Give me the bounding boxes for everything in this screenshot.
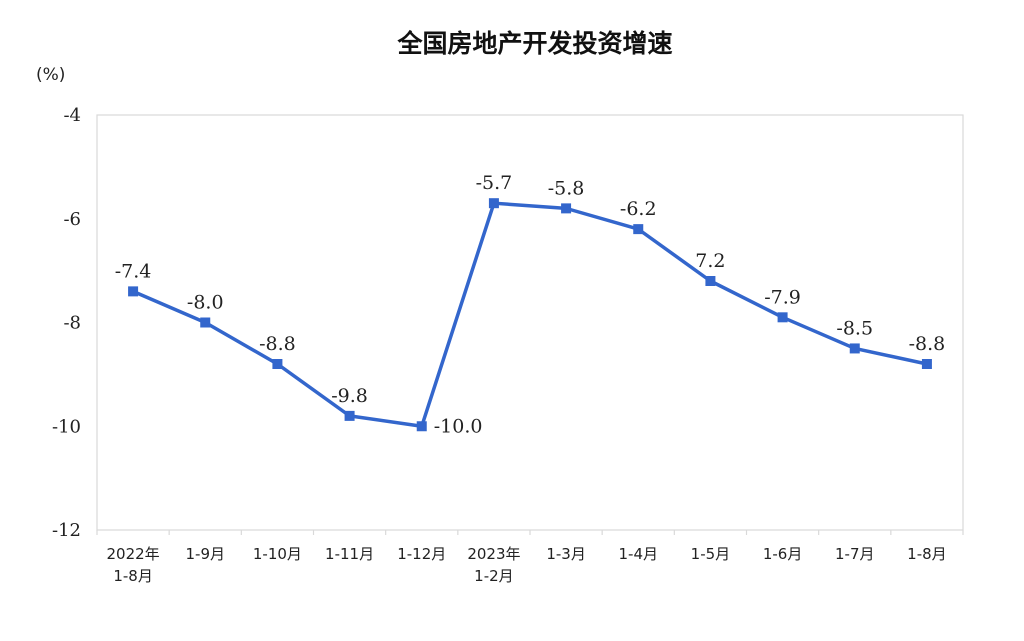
data-point-marker	[849, 343, 860, 354]
x-tick-label: 2022年	[106, 545, 159, 563]
data-point-marker	[200, 317, 211, 328]
x-tick-label: 1-7月	[835, 545, 875, 563]
y-tick-label: -4	[63, 105, 81, 126]
data-label: -8.0	[187, 292, 224, 314]
data-label: -7.9	[764, 286, 801, 308]
data-point-marker	[777, 312, 788, 323]
data-label: 7.2	[695, 250, 725, 272]
x-tick-label: 1-8月	[907, 545, 947, 563]
x-tick-label: 1-6月	[763, 545, 803, 563]
data-point-marker	[705, 276, 716, 286]
plot-area	[96, 114, 964, 531]
x-tick-label: 2023年	[467, 545, 520, 563]
data-label: -10.0	[434, 415, 483, 437]
data-label: -8.8	[259, 333, 296, 355]
data-label: -7.4	[115, 260, 152, 282]
x-tick-label: 1-9月	[186, 545, 226, 563]
data-point-marker	[128, 286, 139, 297]
data-label: -5.8	[548, 177, 585, 199]
data-point-marker	[416, 421, 427, 432]
data-point-marker	[921, 359, 932, 369]
data-label: -5.7	[476, 172, 513, 194]
x-tick-label: 1-3月	[546, 545, 586, 563]
chart-title: 全国房地产开发投资增速	[396, 29, 672, 58]
x-tick-label: 1-4月	[619, 545, 659, 563]
data-label: -8.5	[836, 317, 873, 339]
x-tick-label: 1-8月	[113, 567, 153, 585]
data-point-marker	[344, 410, 355, 421]
y-axis-unit: (%)	[36, 65, 65, 85]
y-tick-label: -6	[63, 209, 81, 230]
data-label: -9.8	[331, 385, 368, 407]
x-tick-label: 1-12月	[397, 545, 446, 563]
series-line	[132, 201, 928, 428]
x-tick-label: 1-2月	[474, 567, 514, 585]
x-tick-label: 1-11月	[325, 545, 374, 563]
x-tick-label: 1-5月	[691, 545, 731, 563]
data-point-marker	[561, 203, 572, 214]
data-point-marker	[633, 224, 644, 235]
y-tick-label: -12	[52, 520, 81, 541]
y-tick-label: -8	[63, 313, 81, 334]
data-label: -8.8	[909, 333, 946, 355]
data-point-marker	[272, 359, 283, 369]
data-point-marker	[488, 198, 499, 209]
data-label: -6.2	[620, 198, 657, 220]
y-tick-label: -10	[52, 416, 81, 437]
x-tick-label: 1-10月	[253, 545, 302, 563]
